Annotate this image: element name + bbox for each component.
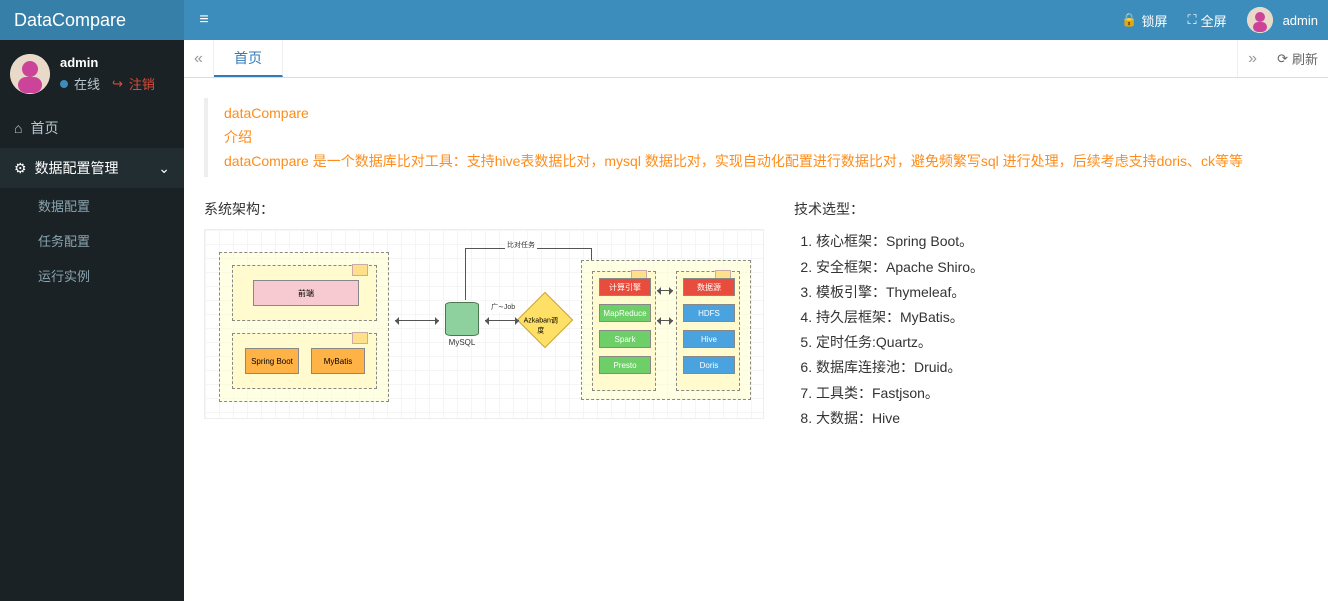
logout-link[interactable]: 注销: [129, 74, 155, 93]
diagram-edge: [657, 290, 673, 291]
list-item: 定时任务:Quartz。: [816, 330, 1308, 355]
sub-run-instance[interactable]: 运行实例: [0, 258, 184, 293]
topbar-username: admin: [1283, 13, 1318, 28]
diagram-edge: [657, 320, 673, 321]
refresh-label: 刷新: [1292, 49, 1318, 68]
list-item: 数据库连接池：Druid。: [816, 355, 1308, 380]
diagram-edge: [485, 320, 519, 321]
diagram-decision: Azkaban调度: [517, 292, 574, 349]
lock-label: 锁屏: [1141, 11, 1167, 30]
tabstrip: « 首页 » ⟳ 刷新: [184, 40, 1328, 78]
list-item: 持久层框架：MyBatis。: [816, 305, 1308, 330]
diagram-node: 前端: [253, 280, 359, 306]
chevron-double-left-icon: «: [194, 50, 203, 68]
status-dot-icon: [60, 80, 68, 88]
sidebar-username: admin: [60, 55, 155, 70]
diagram-node: 数据源: [683, 278, 735, 296]
diagram-node: 计算引擎: [599, 278, 651, 296]
list-item: 模板引擎：Thymeleaf。: [816, 280, 1308, 305]
user-panel: admin 在线 ↪ 注销: [0, 40, 184, 108]
diagram-node: Hive: [683, 330, 735, 348]
tech-list: 核心框架：Spring Boot。 安全框架：Apache Shiro。 模板引…: [794, 229, 1308, 431]
diagram-node: Doris: [683, 356, 735, 374]
hamburger-icon[interactable]: ≡: [184, 11, 224, 29]
fullscreen-icon: ⛶: [1187, 12, 1196, 28]
diagram-node: MyBatis: [311, 348, 365, 374]
sidebar: admin 在线 ↪ 注销 ⌂ 首页 ⚙ 数据配置管理 ⌄ 数据配置 任务配置 …: [0, 40, 184, 601]
diagram-label: 广∼Job: [489, 302, 517, 312]
nav-home[interactable]: ⌂ 首页: [0, 108, 184, 148]
brand[interactable]: DataCompare: [0, 0, 184, 40]
diagram-node: MapReduce: [599, 304, 651, 322]
gear-icon: ⚙: [14, 160, 27, 177]
diagram-node: Presto: [599, 356, 651, 374]
content: dataCompare 介绍 dataCompare 是一个数据库比对工具：支持…: [184, 78, 1328, 601]
fullscreen-button[interactable]: ⛶ 全屏: [1177, 0, 1236, 40]
nav-group-label: 数据配置管理: [35, 158, 119, 178]
lock-icon: 🔒: [1121, 12, 1137, 28]
avatar: [10, 54, 50, 94]
diagram-node: Spring Boot: [245, 348, 299, 374]
diagram-label: 比对任务: [505, 240, 537, 250]
intro-line: dataCompare: [224, 102, 1298, 126]
avatar-icon: [1247, 7, 1273, 33]
list-item: 核心框架：Spring Boot。: [816, 229, 1308, 254]
tab-scroll-right[interactable]: »: [1237, 40, 1267, 77]
nav-home-label: 首页: [30, 118, 58, 138]
tab-home[interactable]: 首页: [214, 40, 283, 77]
diagram-node: Spark: [599, 330, 651, 348]
diagram-node: HDFS: [683, 304, 735, 322]
tech-title: 技术选型：: [794, 199, 1308, 219]
logout-icon[interactable]: ↪: [112, 76, 123, 92]
lock-button[interactable]: 🔒 锁屏: [1111, 0, 1177, 40]
sub-task-config[interactable]: 任务配置: [0, 223, 184, 258]
diagram-db: MySQL: [445, 302, 479, 347]
nav-group-data-config[interactable]: ⚙ 数据配置管理 ⌄: [0, 148, 184, 188]
user-menu[interactable]: admin: [1237, 0, 1328, 40]
list-item: 安全框架：Apache Shiro。: [816, 255, 1308, 280]
intro-box: dataCompare 介绍 dataCompare 是一个数据库比对工具：支持…: [204, 98, 1308, 177]
online-label: 在线: [74, 74, 100, 93]
chevron-down-icon: ⌄: [158, 160, 170, 177]
intro-line: 介绍: [224, 126, 1298, 150]
list-item: 大数据：Hive: [816, 406, 1308, 431]
chevron-double-right-icon: »: [1248, 50, 1257, 68]
sub-data-config[interactable]: 数据配置: [0, 188, 184, 223]
diagram-edge: [395, 320, 439, 321]
intro-line: dataCompare 是一个数据库比对工具：支持hive表数据比对，mysql…: [224, 150, 1298, 174]
home-icon: ⌂: [14, 120, 22, 136]
refresh-icon: ⟳: [1277, 51, 1288, 67]
architecture-diagram: 前端 Spring Boot MyBatis MySQL: [204, 229, 764, 419]
list-item: 工具类：Fastjson。: [816, 381, 1308, 406]
fullscreen-label: 全屏: [1201, 11, 1227, 30]
arch-title: 系统架构：: [204, 199, 764, 219]
tab-scroll-left[interactable]: «: [184, 40, 214, 77]
refresh-button[interactable]: ⟳ 刷新: [1267, 40, 1328, 77]
